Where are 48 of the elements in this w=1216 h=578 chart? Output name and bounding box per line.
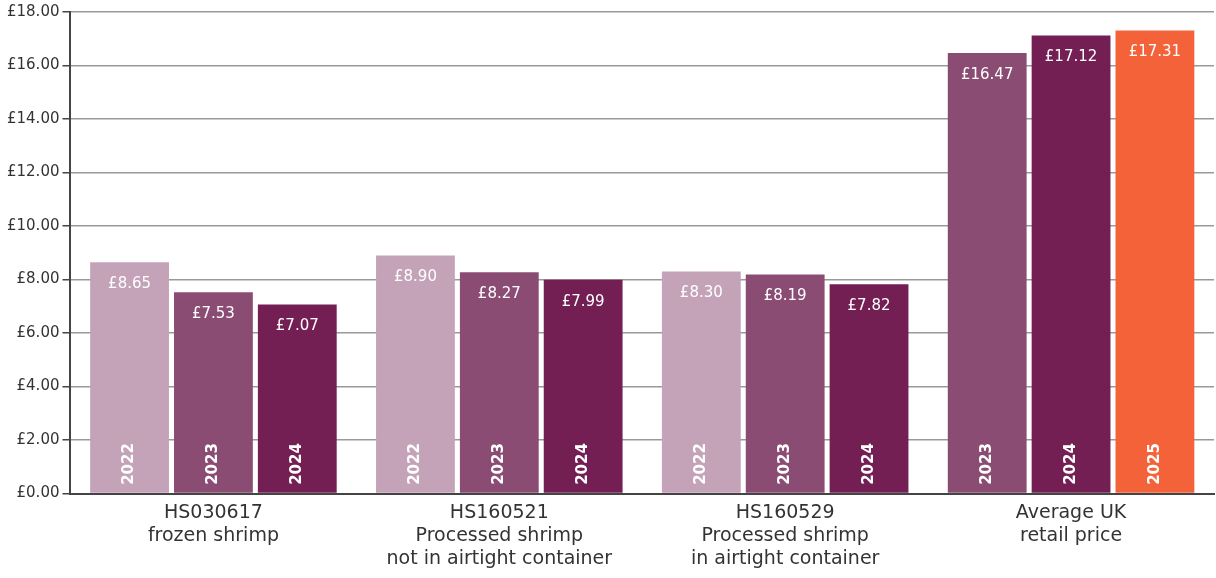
text: 2024 — [858, 443, 877, 485]
y-tick-label: £12.00 — [6, 162, 60, 181]
data-label: £8.27 — [477, 284, 521, 303]
y-tick-label: £2.00 — [16, 429, 60, 448]
text: 2023 — [775, 443, 794, 485]
series-label: 2024 — [287, 443, 306, 485]
data-label: £8.30 — [679, 283, 723, 302]
data-label: £7.07 — [275, 316, 319, 335]
bar — [829, 284, 909, 493]
y-tick-label: £0.00 — [16, 483, 60, 502]
bar — [745, 274, 825, 493]
text: 2024 — [1060, 443, 1079, 485]
bar — [543, 279, 623, 493]
bar — [174, 292, 253, 493]
text: 2023 — [489, 443, 508, 485]
data-label: £8.90 — [393, 267, 437, 286]
bar — [459, 272, 539, 493]
data-label: £8.19 — [763, 286, 807, 305]
text: 2022 — [691, 443, 710, 485]
bar — [376, 255, 455, 493]
text: 2022 — [405, 443, 424, 485]
data-label: £16.47 — [960, 64, 1014, 83]
x-tick-label: HS030617 frozen shrimp — [147, 499, 279, 545]
data-label: £8.65 — [108, 274, 152, 293]
text: 2024 — [573, 443, 592, 485]
y-tick-label: £18.00 — [6, 1, 60, 20]
x-tick-label: HS160529 Processed shrimp in airtight container — [690, 499, 880, 568]
data-label: £7.53 — [191, 304, 235, 323]
y-tick-label: £14.00 — [6, 108, 60, 127]
y-tick-label: £6.00 — [16, 322, 60, 341]
bar — [1115, 30, 1195, 493]
text: 2023 — [977, 443, 996, 485]
data-label: £17.12 — [1044, 47, 1098, 66]
x-tick-label: Average UK retail price — [1015, 499, 1127, 545]
x-tick-label: HS160521 Processed shrimp not in airtight container — [386, 499, 613, 568]
series-label: 2023 — [203, 443, 222, 485]
y-tick-label: £10.00 — [6, 215, 60, 234]
data-label: £7.99 — [561, 291, 605, 310]
bar — [90, 262, 169, 493]
data-label: £17.31 — [1128, 42, 1182, 61]
y-tick-label: £8.00 — [16, 269, 60, 288]
data-label: £7.82 — [847, 296, 891, 315]
y-tick-label: £4.00 — [16, 376, 60, 395]
series-label: 2022 — [119, 443, 138, 485]
bar — [661, 271, 741, 493]
y-tick-label: £16.00 — [6, 55, 60, 74]
bar — [257, 304, 337, 493]
series-label: 2025 — [1144, 443, 1163, 485]
